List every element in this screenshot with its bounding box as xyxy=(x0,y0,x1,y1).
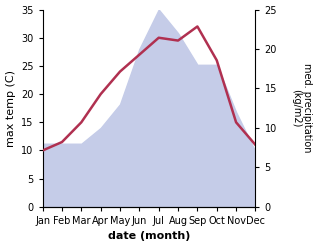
Y-axis label: med. precipitation
(kg/m2): med. precipitation (kg/m2) xyxy=(291,63,313,153)
X-axis label: date (month): date (month) xyxy=(108,231,190,242)
Y-axis label: max temp (C): max temp (C) xyxy=(5,70,16,147)
